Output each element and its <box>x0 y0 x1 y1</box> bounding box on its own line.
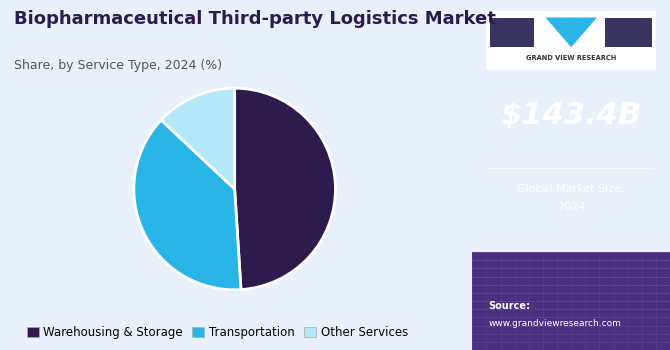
Text: 2024: 2024 <box>557 202 586 211</box>
Bar <box>472 252 670 350</box>
Wedge shape <box>161 88 234 189</box>
Text: Biopharmaceutical Third-party Logistics Market: Biopharmaceutical Third-party Logistics … <box>14 10 496 28</box>
Polygon shape <box>545 18 597 47</box>
Text: $143.4B: $143.4B <box>500 101 642 130</box>
Text: GRAND VIEW RESEARCH: GRAND VIEW RESEARCH <box>526 55 616 61</box>
Wedge shape <box>134 120 241 290</box>
Legend: Warehousing & Storage, Transportation, Other Services: Warehousing & Storage, Transportation, O… <box>22 322 413 344</box>
Wedge shape <box>234 88 336 289</box>
Text: Source:: Source: <box>488 301 530 311</box>
Text: Share, by Service Type, 2024 (%): Share, by Service Type, 2024 (%) <box>14 60 222 72</box>
FancyBboxPatch shape <box>490 18 533 47</box>
Text: Global Market Size,: Global Market Size, <box>517 184 625 194</box>
Text: www.grandviewresearch.com: www.grandviewresearch.com <box>488 318 621 328</box>
FancyBboxPatch shape <box>486 10 656 70</box>
FancyBboxPatch shape <box>605 18 652 47</box>
